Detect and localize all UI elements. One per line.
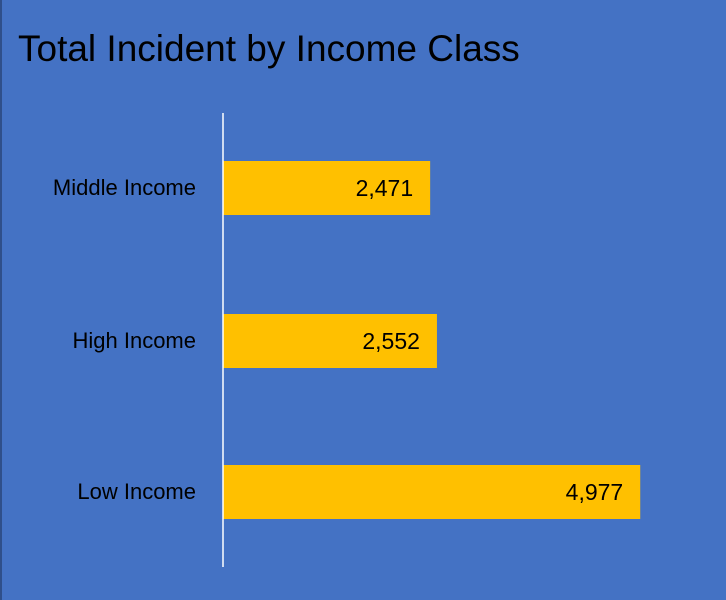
value-label: 4,977 [566,479,624,505]
bar-middle-income [223,161,431,215]
chart-title: Total Incident by Income Class [18,28,520,69]
category-label: Low Income [77,479,196,504]
value-label: 2,471 [356,175,414,201]
bar-low-income [223,465,641,519]
category-label: Middle Income [53,175,196,200]
category-label: High Income [72,328,196,353]
value-label: 2,552 [362,328,420,354]
bar-high-income [223,314,437,368]
